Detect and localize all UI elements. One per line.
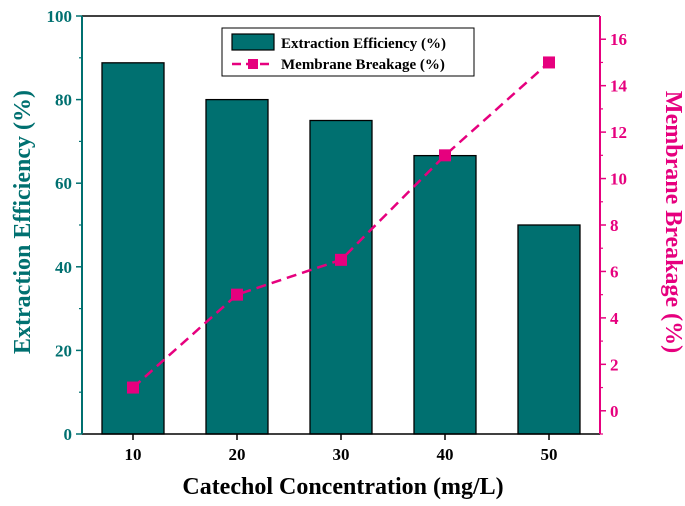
legend: Extraction Efficiency (%) Membrane Break… <box>221 27 475 77</box>
legend-marker-swatch <box>248 59 258 69</box>
y2-axis-title: Membrane Breakage (%) <box>660 91 685 353</box>
y2-tick-label: 10 <box>610 170 627 189</box>
legend-bar-swatch <box>231 33 275 51</box>
bar-50 <box>517 224 581 435</box>
y2-tick-label: 2 <box>610 355 619 374</box>
breakage-point-30 <box>335 253 347 266</box>
y2-tick-label: 8 <box>610 216 619 235</box>
bar-10 <box>101 62 165 435</box>
legend-label-extraction: Extraction Efficiency (%) <box>281 36 446 52</box>
y-axis-title: Extraction Efficiency (%) <box>10 90 36 354</box>
x-tick-label: 30 <box>333 445 350 464</box>
breakage-point-10 <box>127 381 139 394</box>
y2-tick-label: 6 <box>610 262 619 281</box>
y-tick-label: 40 <box>55 258 72 277</box>
ticks-layer: 0 20 40 60 80 100 0 2 4 6 8 10 12 14 16 10 20 30 40 50 <box>47 7 628 464</box>
breakage-point-40 <box>439 149 451 162</box>
y-tick-label: 0 <box>64 425 73 444</box>
y2-tick-label: 4 <box>610 309 619 328</box>
x-tick-label: 10 <box>125 445 142 464</box>
bars-layer <box>101 62 581 435</box>
y2-tick-label: 0 <box>610 402 619 421</box>
line-layer <box>127 56 555 394</box>
y-tick-label: 80 <box>55 91 72 110</box>
breakage-point-20 <box>231 288 243 301</box>
y2-tick-label: 16 <box>610 30 627 49</box>
y2-tick-label: 12 <box>610 123 627 142</box>
x-tick-label: 50 <box>541 445 558 464</box>
bar-30 <box>309 119 373 435</box>
y-tick-label: 20 <box>55 341 72 360</box>
bar-40 <box>413 154 477 435</box>
bar-20 <box>205 98 269 435</box>
x-axis-title: Catechol Concentration (mg/L) <box>182 474 503 500</box>
breakage-point-50 <box>543 56 555 69</box>
legend-label-breakage: Membrane Breakage (%) <box>281 57 445 73</box>
x-tick-label: 20 <box>229 445 246 464</box>
y-tick-label: 100 <box>47 7 73 26</box>
y2-tick-label: 14 <box>610 77 628 96</box>
y-tick-label: 60 <box>55 174 72 193</box>
x-tick-label: 40 <box>437 445 454 464</box>
